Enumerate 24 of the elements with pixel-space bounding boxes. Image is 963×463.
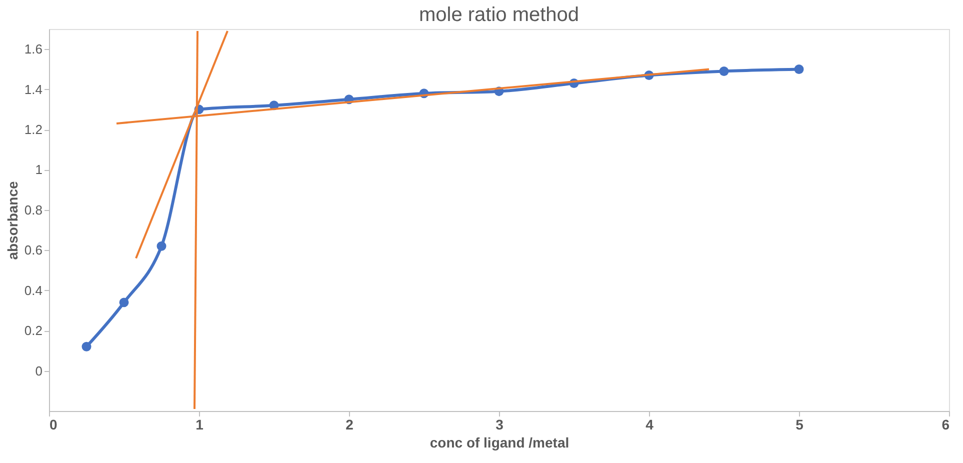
x-tick-label: 3 <box>496 416 504 432</box>
x-tick-label: 6 <box>942 416 950 432</box>
x-tick-label: 5 <box>796 416 804 432</box>
y-axis-title: absorbance <box>4 180 20 260</box>
x-tick-label: 0 <box>50 416 58 432</box>
y-tick-label: 0.6 <box>24 242 42 258</box>
x-axis-title: conc of ligand /metal <box>430 434 570 450</box>
point <box>82 342 92 352</box>
x-tick-label: 4 <box>646 416 654 432</box>
y-tick-label: 1.4 <box>24 82 42 97</box>
point <box>156 241 166 251</box>
x-tick-label: 2 <box>346 416 354 432</box>
y-tick-label: 1.6 <box>24 42 42 57</box>
y-tick-label: 0.4 <box>24 282 42 298</box>
point <box>119 298 129 308</box>
chart-title: mole ratio method <box>418 4 580 26</box>
y-tick-label: 0 <box>35 363 42 378</box>
y-tick-label: 0.8 <box>24 202 42 218</box>
point <box>719 66 729 76</box>
y-tick-label: 0.2 <box>24 323 42 338</box>
x-tick-label: 1 <box>196 416 204 432</box>
y-tick-label: 1 <box>35 162 42 178</box>
point <box>794 64 804 74</box>
y-tick-label: 1.2 <box>24 122 42 138</box>
